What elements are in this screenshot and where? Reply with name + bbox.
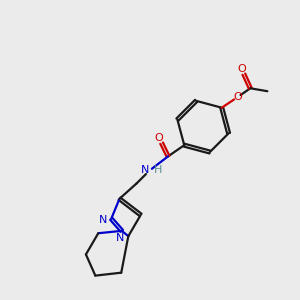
Text: N: N (99, 215, 107, 225)
Text: N: N (141, 165, 150, 175)
Text: O: O (234, 92, 242, 102)
Text: N: N (116, 233, 124, 243)
Text: O: O (154, 133, 163, 143)
Text: O: O (237, 64, 246, 74)
Text: H: H (154, 165, 163, 175)
